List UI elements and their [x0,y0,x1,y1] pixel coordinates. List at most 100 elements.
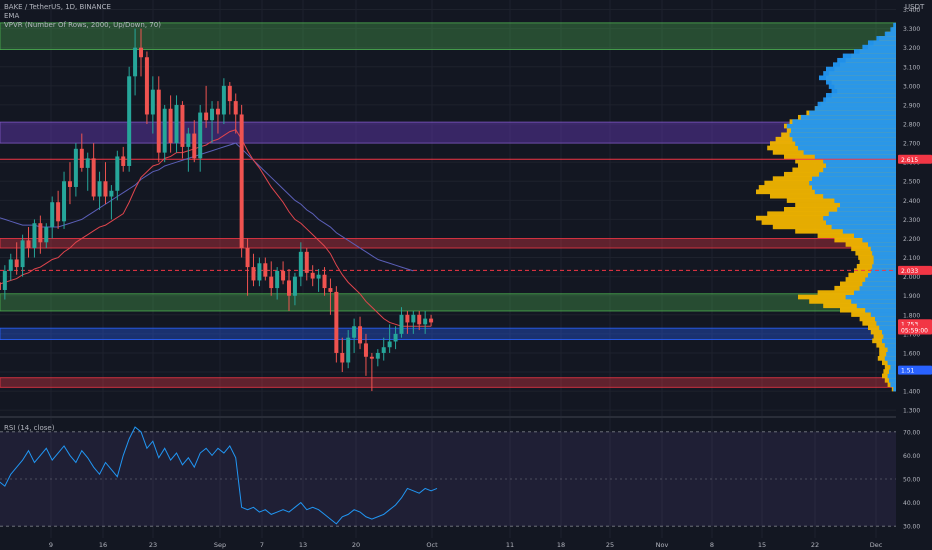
volume-profile-up-bar [823,97,896,103]
candle [91,143,96,201]
volume-profile-up-bar [819,171,896,177]
candle [73,143,78,197]
volume-profile-up-bar [865,307,896,313]
time-tick-label: 13 [299,541,307,549]
price-tick-label: 2.900 [903,102,920,109]
candle-body [162,108,167,153]
volume-profile-up-bar [859,285,896,291]
volume-profile-up-bar [882,329,896,335]
candle-body [245,248,250,268]
price-tick-label: 2.500 [903,179,920,186]
volume-profile-up-bar [842,53,896,59]
candle-body [304,251,309,273]
candle [399,307,404,338]
volume-profile-up-bar [842,228,896,234]
candle [233,93,238,134]
candle-body [150,89,155,115]
rsi-line [0,426,438,525]
volume-profile-up-bar [817,101,896,107]
candle [363,333,368,376]
zone-box [0,377,897,388]
candle [322,267,327,296]
volume-profile-up-bar [862,44,896,50]
price-tag-label: 1.51 [901,368,915,375]
candle [32,219,37,258]
candle [121,146,126,172]
price-tag-label: 05:59:00 [901,328,928,335]
volume-profile-up-bar [872,263,896,269]
candle [328,278,333,315]
candle [281,261,286,285]
price-tick-label: 3.300 [903,26,920,33]
candle [334,286,339,363]
volume-profile-up-bar [876,320,896,326]
candle-body [399,314,404,334]
time-tick-label: Nov [656,541,669,549]
candle [8,253,13,281]
volume-profile-up-bar [872,250,896,256]
candle-body [180,104,185,147]
candle-body [192,133,197,159]
candle [251,253,256,287]
price-tick-label: 2.800 [903,122,920,129]
volume-profile-up-bar [789,132,896,138]
candle [38,215,43,254]
candle-body [233,101,238,115]
volume-profile-up-bar [882,338,896,344]
volume-profile-up-bar [814,189,896,195]
time-tick-label: 15 [758,541,766,549]
price-tag-label: 1.753 [901,321,918,328]
candle-body [186,133,191,147]
volume-profile-up-bar [851,299,896,304]
volume-profile-up-bar [890,382,896,388]
candle-body [115,156,120,191]
volume-profile-up-bar [887,360,896,366]
candle [198,104,203,172]
candle [204,85,209,128]
candle-body [340,352,345,363]
candle-body [79,148,84,168]
candle-body [316,274,321,279]
candle [150,76,155,134]
candle-body [310,272,315,279]
vpvr-indicator-label[interactable]: VPVR (Number Of Rows, 2000, Up/Down, 70) [4,21,161,29]
volume-profile-up-bar [884,31,896,37]
candle [56,190,61,229]
volume-profile-up-bar [826,93,896,98]
volume-profile-up-bar [870,246,896,252]
time-tick-label: 20 [352,541,360,549]
time-tick-label: 25 [606,541,614,549]
candle-body [0,282,1,290]
volume-profile-up-bar [826,66,896,72]
candle-body [73,148,78,187]
time-tick-label: Dec [870,541,883,549]
candle-body [2,270,7,290]
candle [0,282,1,290]
volume-profile-up-bar [875,316,896,322]
candle-body [375,352,380,359]
rsi-tick-label: 30.00 [903,524,920,531]
time-tick-label: 23 [149,541,157,549]
price-tick-label: 1.900 [903,293,920,300]
price-tag-label: 2.033 [901,268,918,275]
candle-body [133,47,138,77]
price-tick-label: 1.400 [903,389,920,396]
volume-profile-up-bar [868,272,896,278]
candle-body [275,270,280,289]
price-tag [898,154,932,164]
ema-indicator-label[interactable]: EMA [4,12,20,20]
price-tick-label: 1.700 [903,331,920,338]
candle-body [174,104,179,144]
candle-body [127,76,132,166]
candle [133,28,138,96]
candle [26,227,31,258]
volume-profile-up-bar [812,185,896,190]
zone-box [0,327,897,340]
rsi-indicator-label[interactable]: RSI (14, close) [4,424,55,432]
candle-body [328,288,333,292]
candle [405,310,410,334]
price-tick-label: 3.100 [903,64,920,71]
price-tick-label: 2.100 [903,255,920,262]
rsi-tick-label: 50.00 [903,477,920,484]
